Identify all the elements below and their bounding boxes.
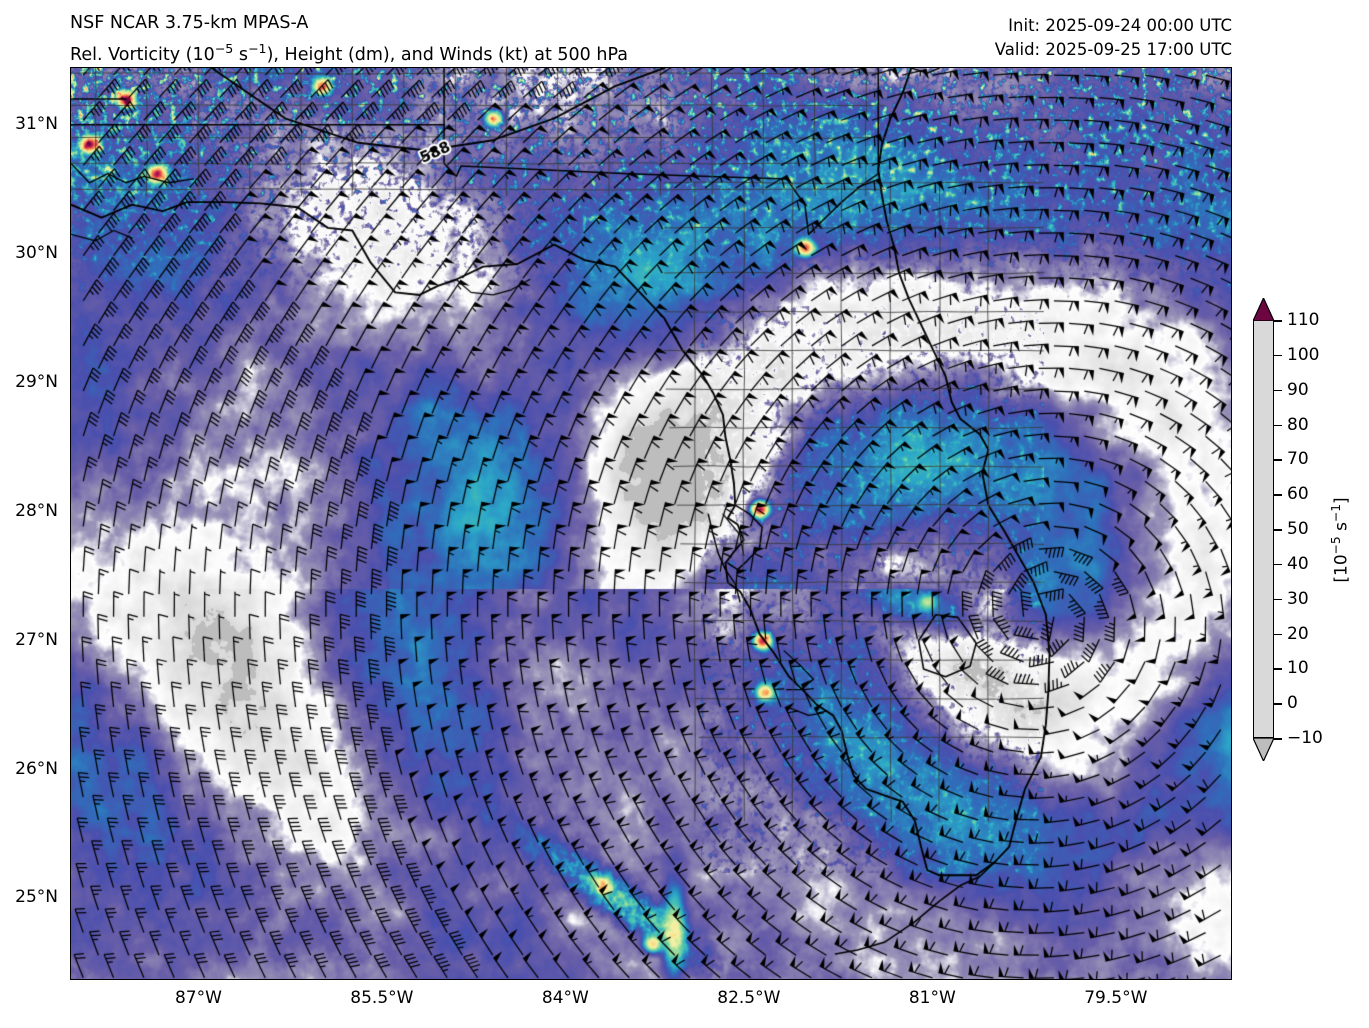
colorbar-tick-label: 10 bbox=[1287, 658, 1309, 679]
colorbar-tick-label: 40 bbox=[1287, 553, 1309, 574]
lat-tick-label: 25°N bbox=[15, 887, 58, 908]
colorbar-tick bbox=[1274, 563, 1282, 566]
colorbar-tick-label: 30 bbox=[1287, 588, 1309, 609]
cb-title-mid: s bbox=[1331, 522, 1352, 537]
colorbar-tick bbox=[1274, 633, 1282, 636]
latitude-axis: 31°N 30°N 29°N 28°N 27°N 26°N 25°N bbox=[0, 0, 70, 1028]
colorbar-tick bbox=[1274, 320, 1282, 322]
colorbar-tick bbox=[1274, 529, 1282, 531]
colorbar-tick bbox=[1274, 703, 1282, 705]
field-desc-mid: s bbox=[233, 44, 248, 65]
cb-title-exp2: −1 bbox=[1329, 504, 1343, 523]
lon-tick-label: 79.5°W bbox=[1084, 988, 1148, 1008]
lon-tick-label: 81°W bbox=[908, 988, 956, 1008]
colorbar-tick bbox=[1274, 389, 1282, 392]
cb-title-exp1: −5 bbox=[1329, 536, 1343, 555]
field-desc-post: ), Height (dm), and Winds (kt) at 500 hP… bbox=[266, 44, 628, 65]
cb-title-post: ] bbox=[1331, 497, 1352, 505]
lon-tick-label: 84°W bbox=[541, 988, 589, 1008]
colorbar-tick bbox=[1274, 354, 1282, 357]
figure-title: NSF NCAR 3.75-km MPAS-A Rel. Vorticity (… bbox=[70, 11, 628, 68]
forecast-time-block: Init: 2025-09-24 00:00 UTC Valid: 2025-0… bbox=[995, 14, 1232, 62]
field-desc-exp1: −5 bbox=[214, 41, 234, 56]
colorbar-under-arrow bbox=[1253, 738, 1274, 761]
geography-and-barbs-layer bbox=[71, 68, 1231, 979]
colorbar-tick bbox=[1274, 598, 1282, 601]
colorbar-tick-label: 60 bbox=[1287, 484, 1309, 505]
colorbar-tick bbox=[1274, 459, 1282, 461]
colorbar-tick-label: 50 bbox=[1287, 519, 1309, 539]
colorbar-tick-label: −10 bbox=[1287, 728, 1323, 748]
colorbar-over-arrow bbox=[1253, 298, 1274, 321]
colorbar-tick bbox=[1274, 668, 1282, 670]
colorbar: 110 100 90 80 70 60 50 40 30 20 10 0 −10 bbox=[1253, 298, 1323, 761]
model-name-line: NSF NCAR 3.75-km MPAS-A bbox=[70, 13, 309, 33]
valid-time: Valid: 2025-09-25 17:00 UTC bbox=[994, 40, 1232, 59]
lat-tick-label: 29°N bbox=[15, 371, 58, 392]
field-description-line: Rel. Vorticity (10−5 s−1), Height (dm), … bbox=[70, 36, 628, 68]
cb-title-pre: [10 bbox=[1331, 554, 1352, 583]
colorbar-gradient bbox=[1253, 320, 1274, 738]
init-time: Init: 2025-09-24 00:00 UTC bbox=[1008, 16, 1232, 35]
lat-tick-label: 31°N bbox=[15, 113, 58, 134]
colorbar-tick-label: 90 bbox=[1287, 379, 1309, 400]
colorbar-tick-label: 20 bbox=[1287, 623, 1309, 644]
field-desc-pre: Rel. Vorticity (10 bbox=[70, 44, 215, 65]
colorbar-tick bbox=[1274, 424, 1282, 427]
map-plot-area bbox=[70, 67, 1232, 980]
lon-tick-label: 87°W bbox=[174, 988, 222, 1008]
colorbar-tick bbox=[1274, 494, 1282, 496]
lat-tick-label: 26°N bbox=[15, 758, 58, 779]
lat-tick-label: 28°N bbox=[15, 500, 58, 521]
field-desc-exp2: −1 bbox=[248, 41, 267, 56]
colorbar-tick bbox=[1274, 738, 1282, 740]
colorbar-tick-label: 100 bbox=[1287, 344, 1320, 365]
lat-tick-label: 30°N bbox=[15, 242, 58, 263]
colorbar-tick-label: 0 bbox=[1287, 693, 1298, 714]
colorbar-tick-label: 70 bbox=[1287, 449, 1309, 470]
map-canvas-wrap bbox=[71, 68, 1231, 979]
colorbar-title: [10−5 s−1] bbox=[1329, 497, 1352, 582]
lat-tick-label: 27°N bbox=[15, 629, 58, 650]
lon-tick-label: 85.5°W bbox=[350, 988, 414, 1008]
lon-tick-label: 82.5°W bbox=[717, 988, 781, 1008]
colorbar-tick-label: 80 bbox=[1287, 414, 1309, 435]
colorbar-tick-label: 110 bbox=[1287, 310, 1320, 330]
